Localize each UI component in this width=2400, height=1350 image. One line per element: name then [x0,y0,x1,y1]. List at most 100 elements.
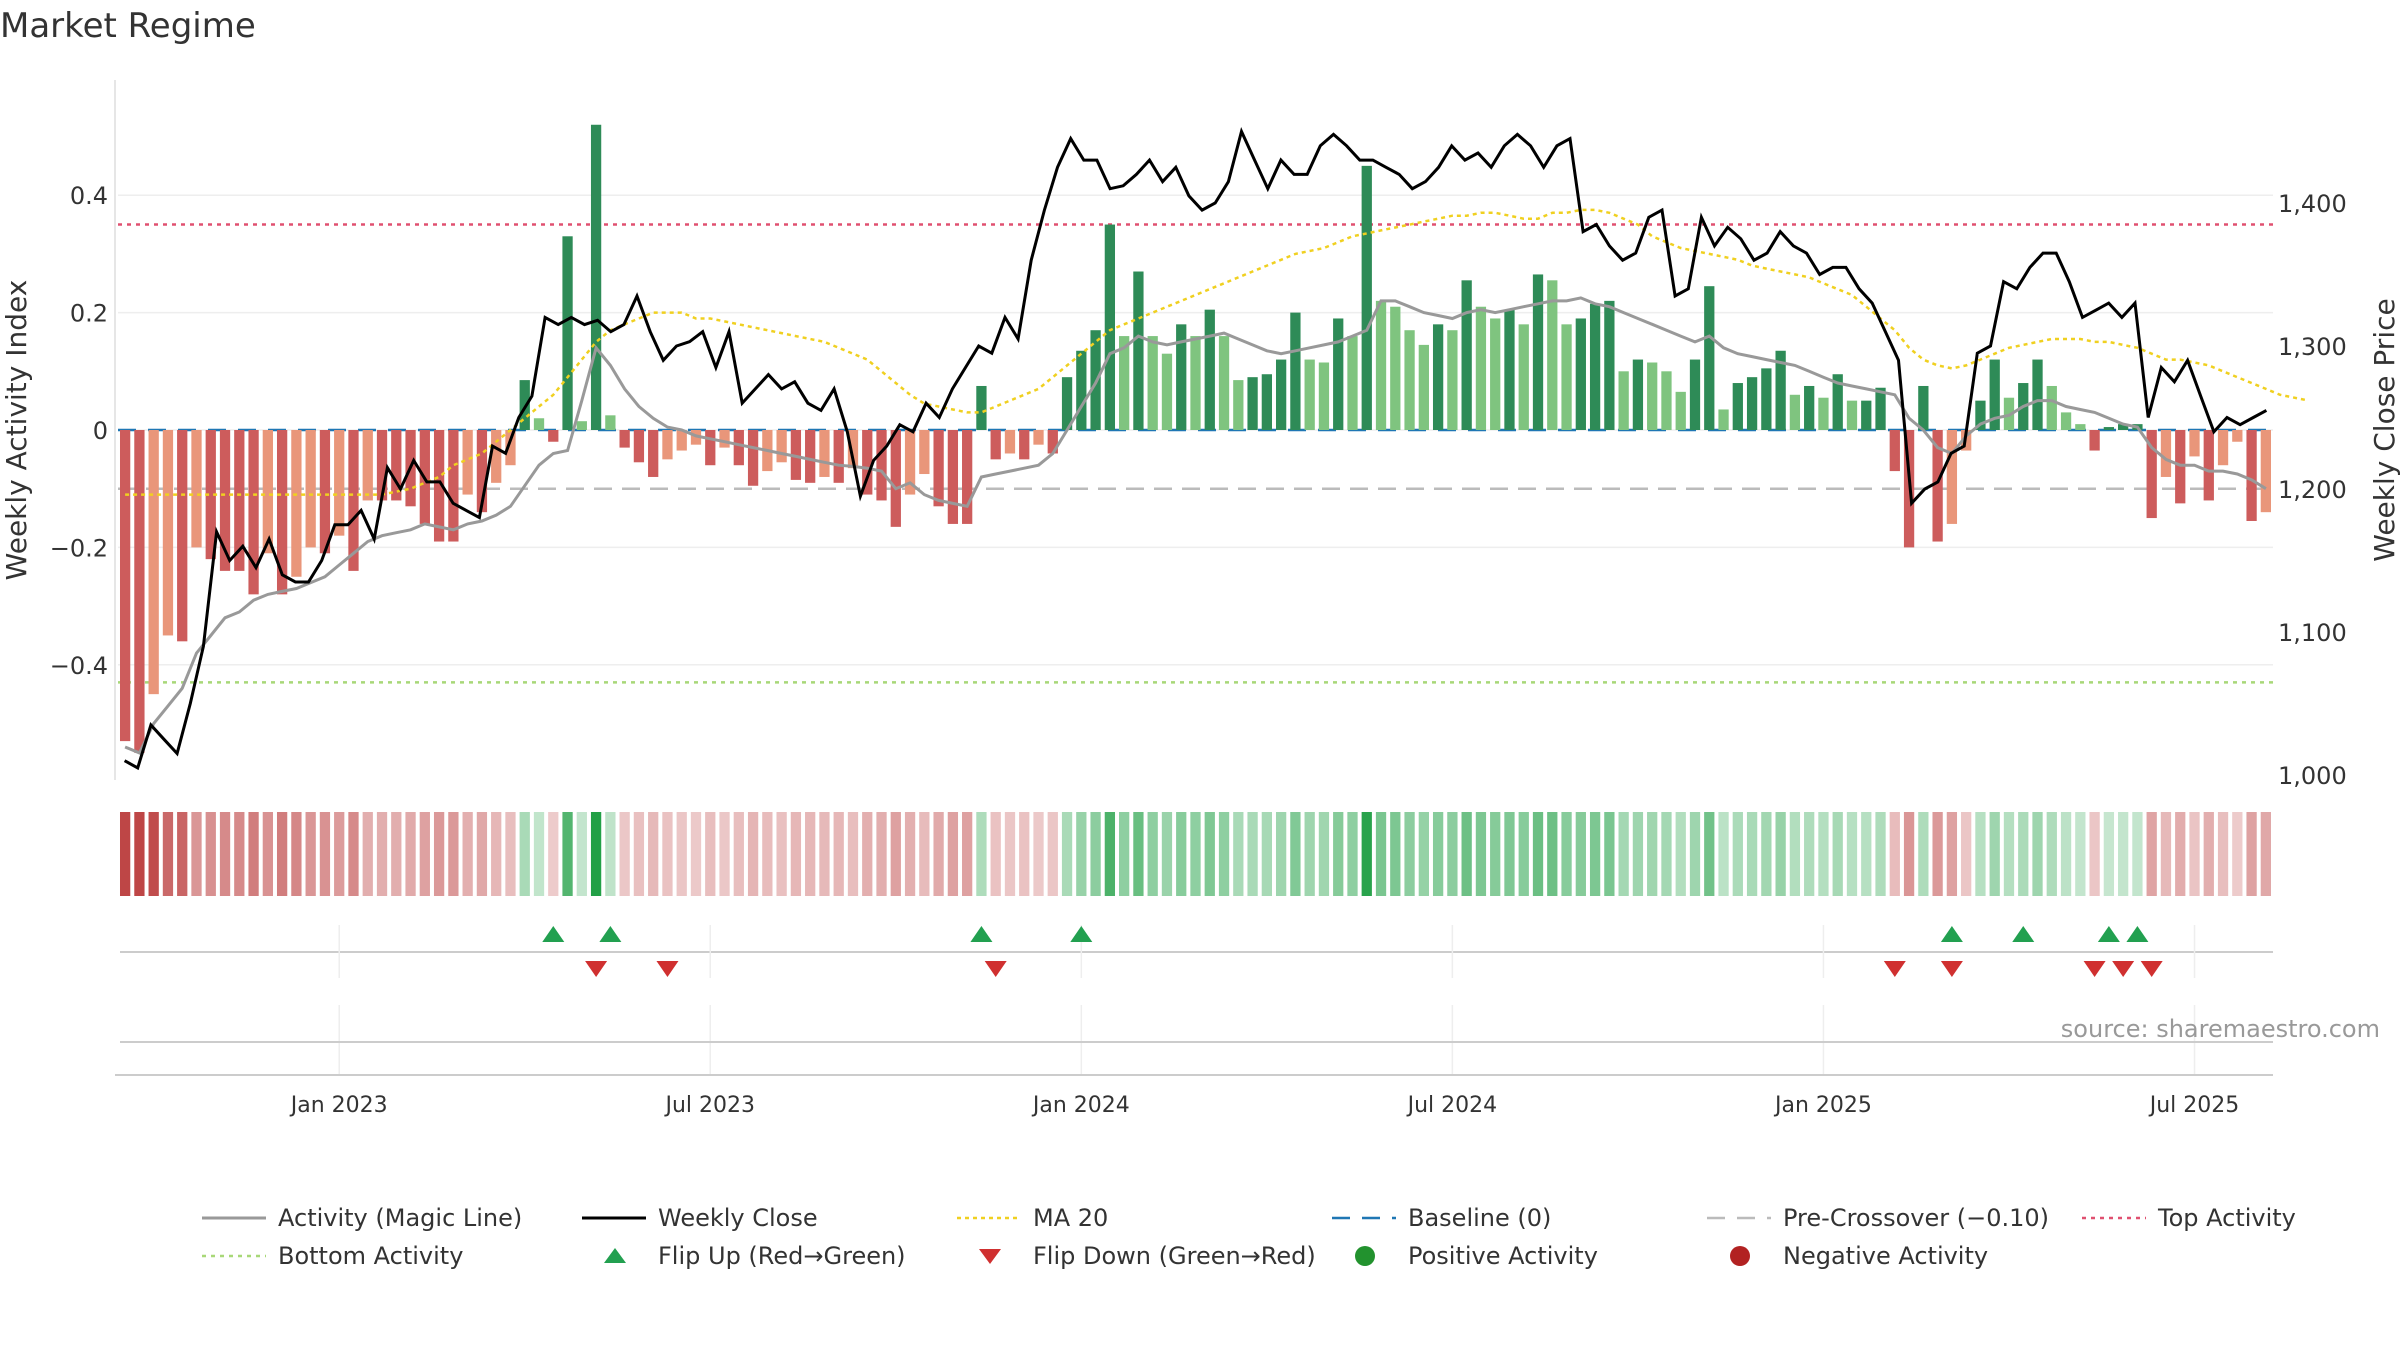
activity-bar [1818,397,1829,430]
legend-label: MA 20 [1033,1204,1109,1232]
regime-cell [904,812,916,896]
activity-bar [2046,385,2057,430]
regime-cell [1290,812,1301,896]
activity-bar [134,430,145,753]
activity-bar [1989,359,2000,430]
regime-cell [134,812,145,896]
regime-cell [276,812,288,896]
activity-bar [976,385,987,430]
regime-cell [1532,812,1544,896]
activity-bar [1775,350,1786,430]
activity-bar [205,430,216,560]
activity-bar [1418,344,1429,430]
activity-bar [448,430,459,542]
activity-bar [2203,430,2214,501]
regime-cell [705,812,716,896]
activity-bar [1076,350,1087,430]
flip-down-marker [2112,961,2135,977]
legend-swatch [200,1205,270,1231]
regime-cell [334,812,345,896]
regime-cell [1889,812,1900,896]
activity-bar [919,430,930,475]
flip-up-marker [1070,926,1093,942]
activity-bar [1375,300,1387,430]
regime-cell [619,812,630,896]
regime-cell [690,812,702,896]
regime-cell [1689,812,1701,896]
regime-cell [1233,812,1244,896]
regime-cell [148,812,159,896]
activity-bar [1718,409,1729,430]
regime-cell [1604,812,1615,896]
legend-label: Flip Up (Red→Green) [658,1242,906,1270]
regime-cell [1504,812,1515,896]
regime-cell [2189,812,2200,896]
activity-bar [148,430,159,695]
regime-cell [533,812,545,896]
activity-bar [1661,371,1672,430]
activity-bar [191,430,202,548]
activity-bar [1218,336,1230,430]
activity-bar [548,430,559,442]
regime-cell [1918,812,1929,896]
activity-bar [1504,309,1515,430]
regime-cell [876,812,887,896]
activity-bar [376,430,388,501]
legend-item: Flip Down (Green→Red) [955,1242,1330,1270]
flip-up-marker [2012,926,2035,942]
series-lines [123,127,2309,771]
regime-cell [362,812,373,896]
activity-bar [1675,391,1686,430]
activity-bar [476,430,488,513]
activity-bar [1975,400,1986,430]
regime-cell [1047,812,1058,896]
y-tick-label: −0.4 [50,652,108,680]
activity-bar [733,430,744,466]
regime-cell [1461,812,1472,896]
activity-bar [319,430,331,554]
x-tick-label: Jul 2025 [2148,1093,2240,1118]
regime-cell [1618,812,1629,896]
flip-up-marker [542,926,565,942]
regime-cell [1961,812,1972,896]
regime-cell [776,812,787,896]
activity-bar [776,430,787,463]
source-note: source: sharemaestro.com [2060,1015,2380,1043]
x-tick-label: Jan 2023 [289,1093,388,1118]
activity-bar [962,430,973,524]
regime-cell [662,812,673,896]
activity-bar [705,430,716,466]
activity-bar [1304,359,1315,430]
regime-cell [2232,812,2243,896]
regime-cell [205,812,216,896]
activity-bar [1789,394,1801,430]
activity-bar [391,430,402,501]
regime-cell [1147,812,1158,896]
x-tick-label: Jul 2024 [1406,1093,1498,1118]
regime-cell [1732,812,1743,896]
activity-bar [162,430,174,636]
regime-cell [1946,812,1958,896]
regime-cell [262,812,273,896]
regime-cell [1247,812,1258,896]
activity-bar [1233,380,1244,430]
legend-swatch [1330,1243,1400,1269]
regime-cell [448,812,459,896]
regime-cell [1104,812,1116,896]
activity-bar [1275,359,1287,430]
regime-cell [2018,812,2029,896]
legend-item: Negative Activity [1705,1242,2080,1270]
regime-cell [191,812,202,896]
regime-cell [1133,812,1144,896]
flip-down-marker [1883,961,1906,977]
legend-item: Flip Up (Red→Green) [580,1242,955,1270]
activity-bar [505,430,516,466]
flip-down-marker [1940,961,1963,977]
activity-bar [662,430,673,460]
regime-cell [2032,812,2043,896]
activity-bar [2032,359,2043,430]
regime-cell [2260,812,2272,896]
weekly-close-line [123,127,2268,771]
activity-bar [334,430,345,536]
regime-cell [562,812,573,896]
